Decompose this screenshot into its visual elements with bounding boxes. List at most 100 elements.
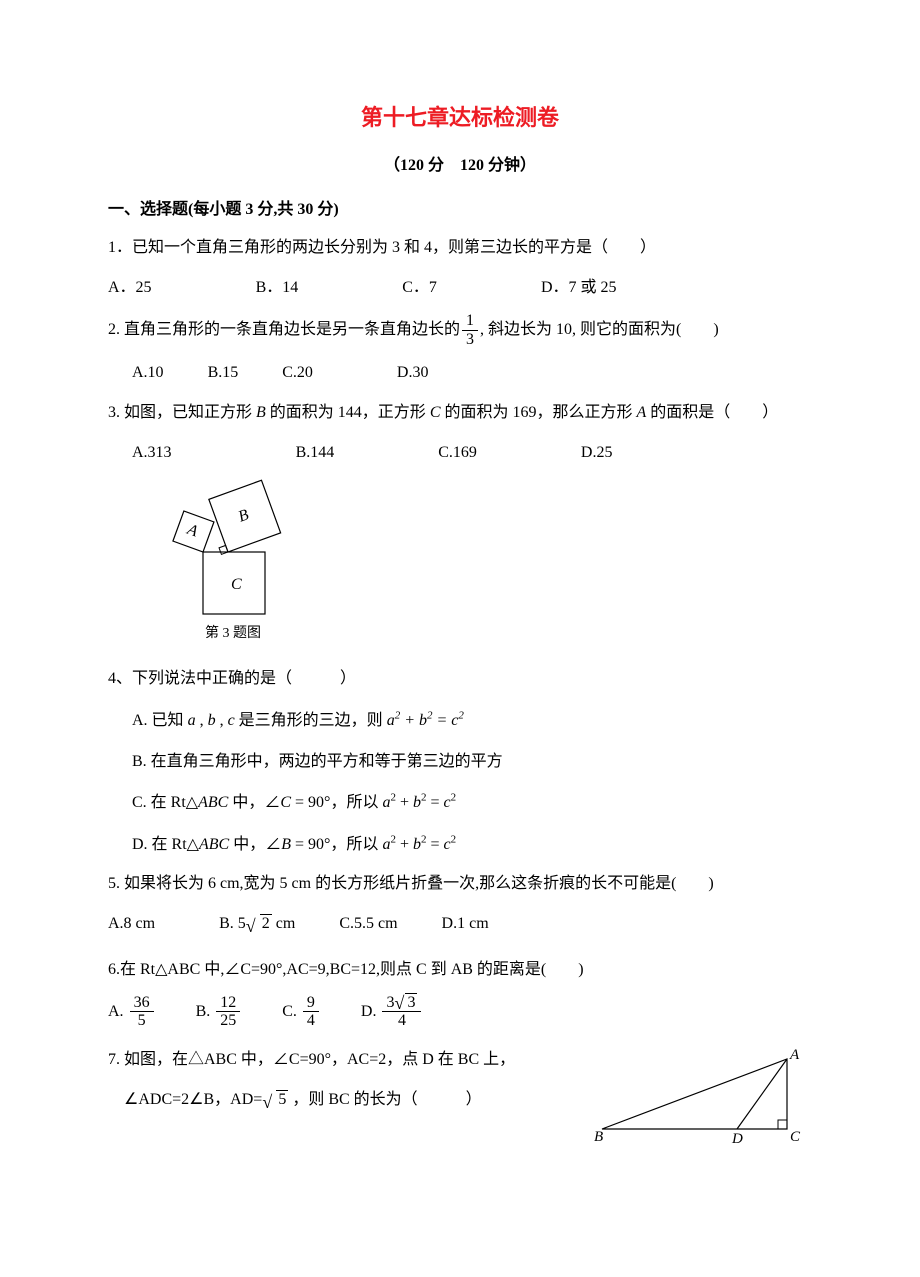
q7-l2-p2: ，则 BC 的长为（ ） [288, 1091, 481, 1108]
question-4: 4、下列说法中正确的是（ ） [108, 663, 812, 695]
question-1-options: A．25 B．14 C．7 D．7 或 25 [108, 272, 812, 304]
sqrt-icon: 2 [246, 908, 272, 940]
q7-svg: A B D C [592, 1044, 812, 1144]
q4a-eq: a2 + b2 = c2 [387, 712, 464, 729]
q6-lb: B. [196, 996, 211, 1028]
q6b-den: 25 [216, 1012, 240, 1030]
q4a-c2: , [216, 712, 228, 729]
q4-opt-a: A. 已知 a , b , c 是三角形的三边，则 a2 + b2 = c2 [108, 703, 812, 738]
q6a-frac: 365 [130, 994, 154, 1030]
q3-caption: 第 3 题图 [148, 623, 318, 645]
q6d-n1: 3 [386, 994, 394, 1011]
q7-line2: ∠ADC=2∠B，AD= 5 ，则 BC 的长为（ ） [108, 1084, 592, 1116]
page-title: 第十七章达标检测卷 [108, 100, 812, 135]
q4c-p1: C. 在 Rt△ [132, 794, 198, 811]
q6-ld: D. [361, 996, 377, 1028]
q5-opt-a: A.8 cm [108, 908, 155, 940]
q5b-rad: 2 [260, 914, 272, 932]
q6-lc: C. [282, 996, 297, 1028]
q3-opt-b: B.144 [296, 437, 335, 469]
q6d-num: 33 [382, 994, 421, 1013]
q4c-eq: a2 + b2 = c2 [382, 794, 456, 811]
q3-p2: 的面积为 144，正方形 [266, 404, 430, 421]
q3-b: B [256, 404, 266, 421]
q2-fraction: 1 3 [462, 312, 478, 348]
frac-num: 1 [462, 312, 478, 331]
question-3-options: A.313 B.144 C.169 D.25 [108, 437, 812, 469]
q6-opt-d: D. 33 4 [361, 994, 424, 1030]
q4a-b: b [208, 712, 216, 729]
sqrt-icon: 5 [262, 1084, 288, 1116]
q6d-rad: 3 [405, 993, 417, 1011]
question-6: 6.在 Rt△ABC 中,∠C=90°,AC=9,BC=12,则点 C 到 AB… [108, 954, 812, 986]
q3-opt-a: A.313 [132, 437, 172, 469]
q4a-p2: 是三角形的三边，则 [235, 712, 387, 729]
q3-p4: 的面积是（ ） [646, 404, 778, 421]
q1-opt-c: C．7 [402, 272, 437, 304]
q5b-p1: B. 5 [219, 915, 246, 932]
q4a-c: c [228, 712, 235, 729]
page-subtitle: （120 分 120 分钟） [108, 153, 812, 179]
q5-opt-c: C.5.5 cm [339, 908, 397, 940]
sqrt-icon: 3 [394, 994, 417, 1012]
section-1-header: 一、选择题(每小题 3 分,共 30 分) [108, 197, 812, 223]
q4d-p1: D. 在 Rt△ [132, 836, 199, 853]
question-5: 5. 如果将长为 6 cm,宽为 5 cm 的长方形纸片折叠一次,那么这条折痕的… [108, 868, 812, 900]
q7-figure: A B D C [592, 1044, 812, 1144]
q6a-den: 5 [130, 1012, 154, 1030]
q6b-num: 12 [216, 994, 240, 1013]
question-5-options: A.8 cm B. 52 cm C.5.5 cm D.1 cm [108, 908, 812, 940]
q4a-c1: , [196, 712, 208, 729]
q3-a: A [637, 404, 647, 421]
q3-svg: C B A [148, 477, 318, 617]
q5-opt-d: D.1 cm [442, 908, 489, 940]
frac-den: 3 [462, 331, 478, 349]
q7-D: D [731, 1131, 743, 1144]
question-2: 2. 直角三角形的一条直角边长是另一条直角边长的 1 3 , 斜边长为 10, … [108, 312, 812, 348]
q4d-B: B [281, 836, 291, 853]
q3-figure: C B A 第 3 题图 [148, 477, 812, 645]
q4d-p3: = 90°，所以 [291, 836, 382, 853]
q7-B: B [594, 1129, 603, 1144]
q4d-abc: ABC [199, 836, 229, 853]
q6-la: A. [108, 996, 124, 1028]
question-3: 3. 如图，已知正方形 B 的面积为 144，正方形 C 的面积为 169，那么… [108, 397, 812, 429]
q2-opt-c: C.20 [282, 357, 313, 389]
q2-text-2: , 斜边长为 10, 则它的面积为( ) [480, 314, 719, 346]
q4a-p1: A. 已知 [132, 712, 188, 729]
q7-line1: 7. 如图，在△ABC 中，∠C=90°，AC=2，点 D 在 BC 上， [108, 1044, 592, 1076]
q6d-den: 4 [382, 1012, 421, 1030]
q7-l2-p1: ∠ADC=2∠B，AD= [124, 1091, 262, 1108]
q1-opt-b: B．14 [256, 272, 299, 304]
q4c-C: C [280, 794, 291, 811]
q2-opt-b: B.15 [208, 357, 239, 389]
q4d-eq: a2 + b2 = c2 [382, 836, 456, 853]
q6-opt-b: B. 1225 [196, 994, 243, 1030]
question-7: 7. 如图，在△ABC 中，∠C=90°，AC=2，点 D 在 BC 上， ∠A… [108, 1044, 812, 1144]
q2-text-1: 2. 直角三角形的一条直角边长是另一条直角边长的 [108, 314, 460, 346]
q4c-abc: ABC [198, 794, 228, 811]
q2-opt-d: D.30 [397, 357, 429, 389]
q3-p3: 的面积为 169，那么正方形 [440, 404, 636, 421]
q6c-frac: 94 [303, 994, 319, 1030]
q4-opt-b: B. 在直角三角形中，两边的平方和等于第三边的平方 [108, 744, 812, 779]
q6-opt-a: A. 365 [108, 994, 156, 1030]
q4c-p3: = 90°，所以 [291, 794, 382, 811]
q7-C: C [790, 1129, 801, 1144]
q3-opt-c: C.169 [438, 437, 477, 469]
q7-rad: 5 [276, 1090, 288, 1108]
q6d-frac: 33 4 [382, 994, 421, 1030]
q4-opt-c: C. 在 Rt△ABC 中，∠C = 90°，所以 a2 + b2 = c2 [108, 785, 812, 820]
q4d-p2: 中，∠ [229, 836, 281, 853]
q5-opt-b: B. 52 cm [219, 908, 295, 940]
q6a-num: 36 [130, 994, 154, 1013]
q1-opt-a: A．25 [108, 272, 152, 304]
q3-p1: 3. 如图，已知正方形 [108, 404, 256, 421]
q3-opt-d: D.25 [581, 437, 613, 469]
q3-c: C [430, 404, 441, 421]
question-1: 1．已知一个直角三角形的两边长分别为 3 和 4，则第三边长的平方是（ ） [108, 232, 812, 264]
q3-fig-c: C [231, 576, 242, 593]
q7-text: 7. 如图，在△ABC 中，∠C=90°，AC=2，点 D 在 BC 上， ∠A… [108, 1044, 592, 1124]
question-6-options: A. 365 B. 1225 C. 94 D. 33 4 [108, 994, 812, 1030]
q4a-a: a [188, 712, 196, 729]
